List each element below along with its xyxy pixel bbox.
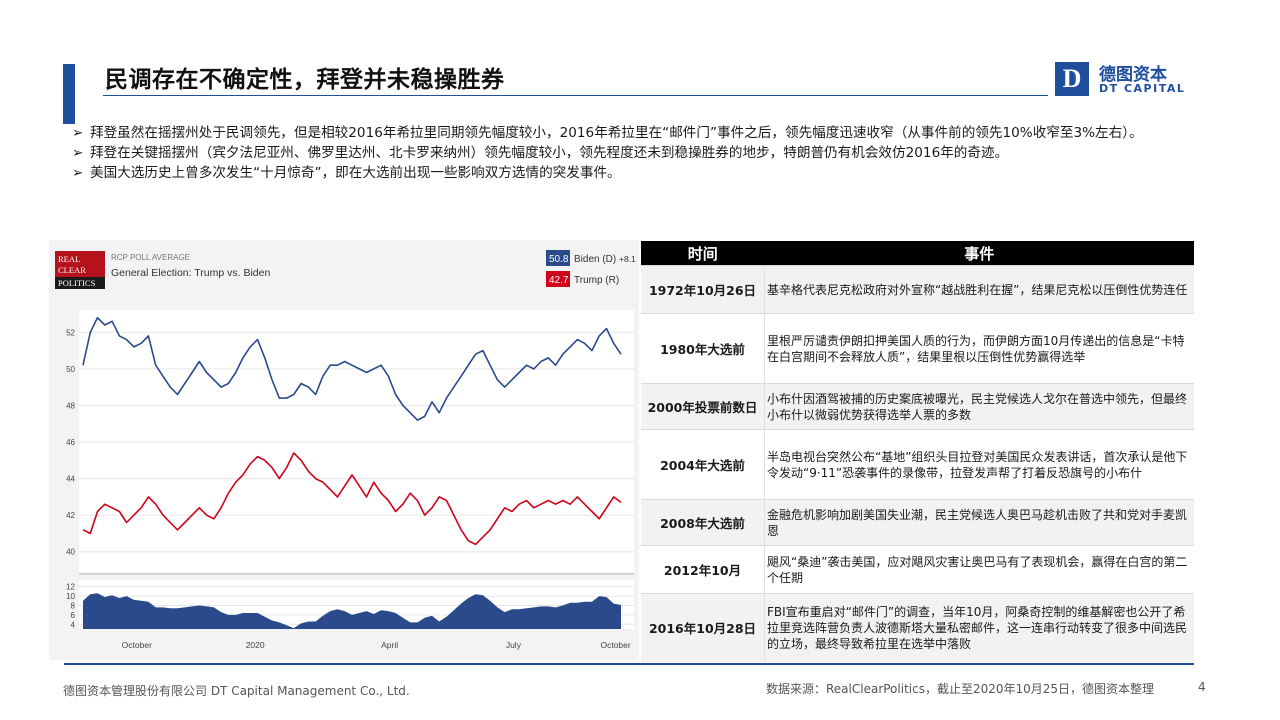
rcp-logo-line-1: REAL	[58, 254, 80, 264]
row-event: 半岛电视台突然公布“基地”组织头目拉登对美国民众发表讲话，首次承认是他下令发动“…	[764, 429, 1194, 500]
lower-y-tick-label: 4	[71, 620, 76, 629]
poll-chart-svg: REAL CLEAR POLITICS RCP POLL AVERAGE Gen…	[55, 250, 636, 650]
page-number: 4	[1198, 680, 1206, 694]
upper-plot-area	[79, 310, 634, 572]
title-accent-bar	[63, 64, 75, 124]
legend-trump-swatch	[546, 271, 570, 287]
row-event: 飓风“桑迪”袭击美国，应对飓风灾害让奥巴马有了表现机会，赢得在白宫的第二个任期	[764, 545, 1194, 594]
arrow-bullet-icon: ➢	[72, 125, 84, 141]
bullet-text: 拜登虽然在摇摆州处于民调领先，但是相较2016年希拉里同期领先幅度较小，2016…	[90, 125, 1143, 141]
arrow-bullet-icon: ➢	[72, 165, 84, 181]
bullet-item: ➢ 美国大选历史上曾多次发生“十月惊奇”，即在大选前出现一些影响双方选情的突发事…	[72, 163, 1202, 183]
logo-d-icon: D	[1055, 62, 1089, 96]
table-header-row: 时间 事件	[641, 241, 1194, 266]
table-row: 1972年10月26日 基辛格代表尼克松政府对外宣称“越战胜利在握”，结果尼克松…	[641, 265, 1194, 314]
upper-y-tick-label: 52	[66, 328, 75, 337]
rcp-logo-band	[55, 277, 105, 289]
table-row: 2016年10月28日 FBI宣布重启对“邮件门”的调查，当年10月，阿桑奇控制…	[641, 593, 1194, 662]
row-event: FBI宣布重启对“邮件门”的调查，当年10月，阿桑奇控制的维基解密也公开了希拉里…	[764, 593, 1194, 662]
bullet-item: ➢ 拜登虽然在摇摆州处于民调领先，但是相较2016年希拉里同期领先幅度较小，20…	[72, 123, 1202, 143]
row-event: 小布什因酒驾被捕的历史案底被曝光，民主党候选人戈尔在普选中领先，但最终小布什以微…	[764, 383, 1194, 430]
legend-biden-swatch	[546, 250, 570, 266]
bullet-list: ➢ 拜登虽然在摇摆州处于民调领先，但是相较2016年希拉里同期领先幅度较小，20…	[72, 123, 1202, 183]
footer-divider	[64, 663, 1194, 665]
lower-y-tick-label: 6	[71, 611, 76, 620]
header-event: 事件	[764, 241, 1194, 266]
legend-biden-name: Biden (D)	[574, 254, 616, 265]
bullet-item: ➢ 拜登在关键摇摆州（宾夕法尼亚州、佛罗里达州、北卡罗来纳州）领先幅度较小，领先…	[72, 143, 1202, 163]
legend-trump-value: 42.7	[549, 275, 569, 286]
row-event: 金融危机影响加剧美国失业潮，民主党候选人奥巴马趁机击败了共和党对手麦凯恩	[764, 499, 1194, 546]
x-tick-label: October	[600, 640, 630, 650]
company-logo: D 德图资本 DT CAPITAL	[1055, 60, 1215, 100]
x-tick-label: April	[381, 640, 398, 650]
row-time: 2012年10月	[641, 545, 765, 594]
x-tick-label: October	[122, 640, 152, 650]
spread-area	[83, 593, 621, 629]
rcp-logo-line-3: POLITICS	[58, 278, 96, 288]
upper-y-tick-label: 44	[66, 475, 75, 484]
header-time: 时间	[641, 241, 765, 266]
bullet-text: 美国大选历史上曾多次发生“十月惊奇”，即在大选前出现一些影响双方选情的突发事件。	[90, 165, 621, 181]
chart-source-label: RCP POLL AVERAGE	[111, 253, 190, 262]
table-row: 1980年大选前 里根严厉谴责伊朗扣押美国人质的行为，而伊朗方面10月传递出的信…	[641, 313, 1194, 384]
upper-y-tick-label: 40	[66, 548, 75, 557]
title-underline	[103, 95, 1048, 96]
row-time: 1980年大选前	[641, 313, 765, 384]
row-time: 2008年大选前	[641, 499, 765, 546]
biden-series-line	[82, 316, 622, 421]
lower-y-tick-label: 10	[66, 592, 75, 601]
upper-y-tick-label: 50	[66, 365, 75, 374]
row-time: 2004年大选前	[641, 429, 765, 500]
lower-y-tick-label: 12	[66, 583, 75, 592]
logo-en-text: DT CAPITAL	[1099, 82, 1186, 95]
table-row: 2004年大选前 半岛电视台突然公布“基地”组织头目拉登对美国民众发表讲话，首次…	[641, 429, 1194, 500]
upper-y-tick-label: 46	[66, 438, 75, 447]
arrow-bullet-icon: ➢	[72, 145, 84, 161]
row-time: 2016年10月28日	[641, 593, 765, 662]
legend-biden-spread: +8.1	[619, 254, 636, 264]
legend-trump-name: Trump (R)	[574, 275, 619, 286]
row-time: 1972年10月26日	[641, 265, 765, 314]
footer-source: 数据来源：RealClearPolitics，截止至2020年10月25日，德图…	[766, 682, 1155, 696]
footer-company: 德图资本管理股份有限公司 DT Capital Management Co., …	[63, 684, 410, 698]
rcp-logo-line-2: CLEAR	[58, 265, 86, 275]
lower-y-tick-label: 8	[71, 602, 76, 611]
slide-title: 民调存在不确定性，拜登并未稳操胜券	[105, 67, 505, 93]
row-time: 2000年投票前数日	[641, 383, 765, 430]
x-tick-label: July	[506, 640, 522, 650]
table-row: 2012年10月 飓风“桑迪”袭击美国，应对飓风灾害让奥巴马有了表现机会，赢得在…	[641, 545, 1194, 594]
upper-y-tick-label: 42	[66, 511, 75, 520]
bullet-text: 拜登在关键摇摆州（宾夕法尼亚州、佛罗里达州、北卡罗来纳州）领先幅度较小，领先程度…	[90, 145, 1009, 161]
trump-series-line	[82, 452, 622, 546]
logo-cn-text: 德图资本	[1099, 65, 1167, 85]
events-table: 时间 事件 1972年10月26日 基辛格代表尼克松政府对外宣称“越战胜利在握”…	[641, 241, 1194, 662]
poll-chart-panel: REAL CLEAR POLITICS RCP POLL AVERAGE Gen…	[49, 240, 639, 660]
upper-y-tick-label: 48	[66, 401, 75, 410]
table-row: 2000年投票前数日 小布什因酒驾被捕的历史案底被曝光，民主党候选人戈尔在普选中…	[641, 383, 1194, 430]
x-tick-label: 2020	[246, 640, 265, 650]
legend-biden-value: 50.8	[549, 254, 569, 265]
chart-title: General Election: Trump vs. Biden	[111, 267, 270, 279]
row-event: 里根严厉谴责伊朗扣押美国人质的行为，而伊朗方面10月传递出的信息是“卡特在白宫期…	[764, 313, 1194, 384]
row-event: 基辛格代表尼克松政府对外宣称“越战胜利在握”，结果尼克松以压倒性优势连任	[764, 265, 1194, 314]
table-row: 2008年大选前 金融危机影响加剧美国失业潮，民主党候选人奥巴马趁机击败了共和党…	[641, 499, 1194, 546]
